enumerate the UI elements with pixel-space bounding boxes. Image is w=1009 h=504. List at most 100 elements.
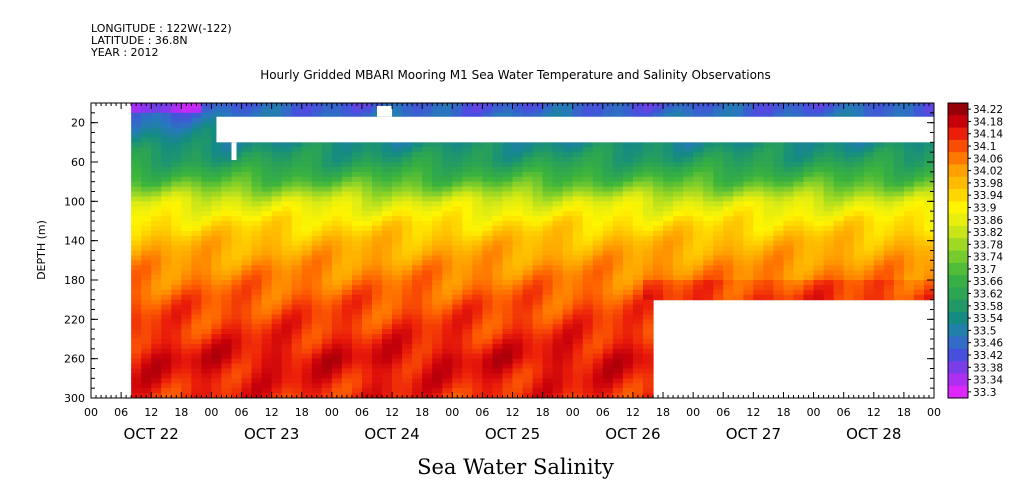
heatmap-cell (191, 201, 202, 207)
heatmap-cell (653, 245, 664, 252)
heatmap-cell (251, 225, 263, 232)
heatmap-cell (622, 265, 634, 271)
heatmap-cell (893, 221, 905, 227)
heatmap-cell (412, 334, 423, 340)
heatmap-cell (382, 235, 393, 242)
heatmap-cell (492, 176, 504, 183)
heatmap-cell (412, 368, 423, 375)
heatmap-cell (141, 166, 152, 173)
heatmap-cell (863, 112, 875, 119)
heatmap-cell (592, 157, 604, 163)
heatmap-cell (472, 294, 483, 301)
heatmap-cell (231, 245, 243, 252)
heatmap-cell (843, 221, 855, 227)
heatmap-cell (853, 196, 865, 202)
heatmap-cell (562, 334, 574, 340)
heatmap-cell (482, 343, 494, 350)
heatmap-cell (482, 294, 494, 301)
heatmap-cell (522, 255, 534, 261)
heatmap-cell (301, 245, 313, 252)
heatmap-cell (462, 343, 473, 350)
heatmap-cell (803, 289, 815, 296)
heatmap-cell (241, 358, 253, 365)
heatmap-cell (582, 284, 594, 291)
heatmap-cell (542, 211, 554, 217)
heatmap-cell (161, 383, 172, 389)
heatmap-cell (442, 270, 453, 276)
heatmap-cell (341, 255, 353, 261)
heatmap-cell (612, 235, 624, 242)
heatmap-cell (592, 368, 604, 375)
heatmap-cell (452, 280, 463, 286)
heatmap-cell (221, 348, 233, 355)
heatmap-cell (191, 294, 202, 301)
heatmap-cell (502, 211, 514, 217)
heatmap-cell (382, 348, 393, 355)
heatmap-cell (361, 186, 373, 193)
heatmap-cell (422, 339, 433, 345)
heatmap-cell (442, 245, 453, 252)
heatmap-cell (432, 112, 443, 119)
heatmap-cell (271, 334, 283, 340)
heatmap-cell (271, 196, 283, 202)
heatmap-cell (281, 289, 293, 296)
colorbar-label: 34.02 (973, 166, 1003, 178)
heatmap-cell (351, 157, 363, 163)
heatmap-cell (361, 314, 373, 320)
heatmap-cell (923, 181, 934, 188)
heatmap-cell (482, 280, 494, 286)
heatmap-cell (632, 216, 644, 222)
heatmap-cell (783, 112, 795, 119)
heatmap-cell (562, 284, 574, 291)
heatmap-cell (622, 358, 634, 365)
heatmap-cell (271, 275, 283, 281)
heatmap-cell (201, 270, 213, 276)
heatmap-cell (261, 235, 273, 242)
heatmap-cell (653, 255, 664, 261)
heatmap-cell (602, 206, 614, 212)
heatmap-cell (602, 221, 614, 227)
heatmap-cell (923, 162, 934, 168)
heatmap-cell (552, 112, 564, 119)
heatmap-cell (522, 275, 534, 281)
heatmap-cell (522, 319, 534, 325)
heatmap-cell (863, 107, 875, 114)
heatmap-cell (372, 383, 383, 389)
y-tick-label: 140 (64, 235, 85, 248)
heatmap-cell (542, 250, 554, 257)
heatmap-cell (311, 284, 323, 291)
heatmap-cell (412, 240, 423, 247)
heatmap-cell (542, 196, 554, 202)
heatmap-cell (301, 334, 313, 340)
heatmap-cell (813, 152, 825, 158)
heatmap-cell (763, 221, 775, 227)
heatmap-cell (452, 142, 463, 148)
heatmap-cell (432, 358, 443, 365)
heatmap-cell (402, 201, 413, 207)
heatmap-cell (161, 343, 172, 350)
heatmap-cell (602, 294, 614, 301)
heatmap-cell (442, 284, 453, 291)
heatmap-cell (663, 289, 674, 296)
heatmap-cell (151, 206, 162, 212)
heatmap-cell (472, 329, 483, 335)
heatmap-cell (793, 221, 805, 227)
heatmap-cell (462, 363, 473, 370)
heatmap-cell (863, 186, 875, 193)
heatmap-cell (703, 206, 714, 212)
heatmap-cell (632, 383, 644, 389)
heatmap-cell (582, 353, 594, 360)
heatmap-cell (763, 196, 775, 202)
heatmap-cell (923, 201, 934, 207)
heatmap-cell (753, 265, 764, 271)
heatmap-cell (462, 280, 473, 286)
heatmap-cell (141, 339, 152, 345)
heatmap-cell (622, 250, 634, 257)
heatmap-cell (462, 245, 473, 252)
heatmap-cell (402, 250, 413, 257)
heatmap-cell (512, 157, 524, 163)
heatmap-cell (211, 334, 223, 340)
heatmap-cell (241, 373, 253, 379)
heatmap-cell (241, 260, 253, 266)
heatmap-cell (261, 221, 273, 227)
